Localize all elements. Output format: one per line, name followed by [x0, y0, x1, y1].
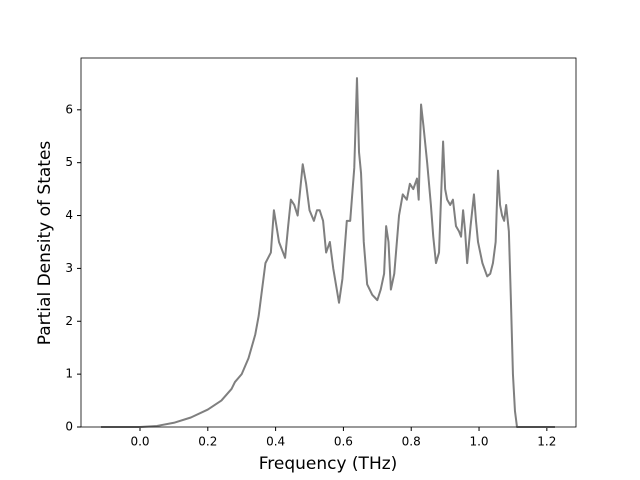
x-tick-label: 1.0 — [469, 435, 488, 449]
y-tick-label: 5 — [65, 155, 73, 169]
x-tick-label: 0.4 — [266, 435, 285, 449]
y-tick-label: 0 — [65, 420, 73, 434]
x-tick-label: 0.0 — [130, 435, 149, 449]
y-tick-label: 4 — [65, 208, 73, 222]
x-tick-label: 0.8 — [402, 435, 421, 449]
y-tick-label: 3 — [65, 261, 73, 275]
line-series — [101, 77, 555, 428]
axes-frame — [80, 57, 577, 428]
y-tick-label: 6 — [65, 102, 73, 116]
x-tick-label: 1.2 — [537, 435, 556, 449]
y-axis-label: Partial Density of States — [35, 141, 55, 346]
x-tick-label: 0.6 — [334, 435, 353, 449]
x-tick-label: 0.2 — [198, 435, 217, 449]
y-tick-label: 1 — [65, 367, 73, 381]
x-axis-label: Frequency (THz) — [259, 454, 398, 474]
plot-area — [81, 58, 576, 427]
y-tick-label: 2 — [65, 314, 73, 328]
